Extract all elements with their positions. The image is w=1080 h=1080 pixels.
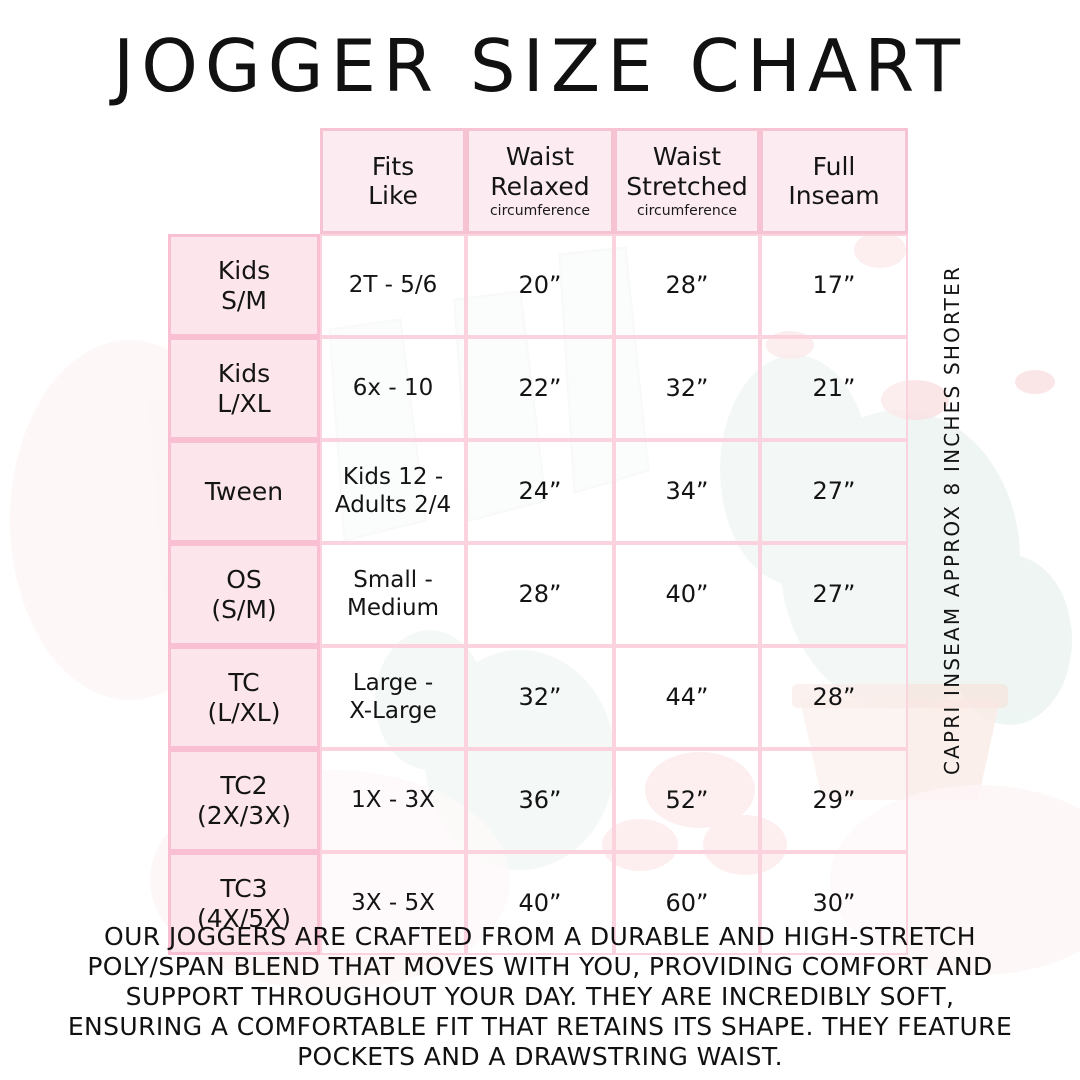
- cell-waist-relaxed: 36”: [466, 749, 614, 852]
- fits-line-1: Kids 12 -: [342, 463, 444, 490]
- size-line-1: Kids: [217, 358, 271, 388]
- description-line: ENSURING A COMFORTABLE FIT THAT RETAINS …: [67, 1012, 1013, 1041]
- cell-waist-stretched: 34”: [614, 440, 760, 543]
- cell-full-inseam: 27”: [760, 440, 908, 543]
- header-cell-spacer: [168, 128, 320, 234]
- fits-line-2: Adults 2/4: [334, 491, 452, 518]
- cell-full-inseam: 28”: [760, 646, 908, 749]
- capri-inseam-note: CAPRI INSEAM APPROX 8 INCHES SHORTER: [922, 230, 982, 810]
- header-line-1: Fits: [371, 151, 415, 181]
- header-line-2: Like: [368, 181, 418, 210]
- cell-size: Kids S/M: [168, 234, 320, 337]
- size-chart-table: Fits Like Waist Relaxed circumference Wa…: [168, 128, 908, 955]
- cell-full-inseam: 30”: [760, 852, 908, 955]
- cell-waist-stretched: 52”: [614, 749, 760, 852]
- cell-full-inseam: 29”: [760, 749, 908, 852]
- cell-full-inseam: 17”: [760, 234, 908, 337]
- cell-fits-like: Small - Medium: [320, 543, 466, 646]
- cell-waist-stretched: 28”: [614, 234, 760, 337]
- header-line-1: Full: [812, 151, 856, 181]
- cell-waist-relaxed: 40”: [466, 852, 614, 955]
- size-chart-table-wrap: Fits Like Waist Relaxed circumference Wa…: [168, 128, 908, 955]
- header-line-1: Waist: [505, 142, 575, 172]
- cell-waist-relaxed: 28”: [466, 543, 614, 646]
- table-row: TC (L/XL) Large - X-Large 32” 44” 28”: [168, 646, 908, 749]
- size-line-1: TC3: [220, 873, 268, 903]
- description-line: POCKETS AND A DRAWSTRING WAIST.: [297, 1042, 783, 1071]
- header-cell-waist-relaxed: Waist Relaxed circumference: [466, 128, 614, 234]
- fits-line-1: 6x - 10: [352, 374, 434, 401]
- size-line-2: (L/XL): [207, 697, 281, 727]
- description-line: SUPPORT THROUGHOUT YOUR DAY. THEY ARE IN…: [125, 982, 955, 1011]
- size-line-2: L/XL: [217, 388, 271, 418]
- header-line-2: Relaxed: [490, 171, 590, 201]
- header-line-2: Stretched: [626, 171, 748, 201]
- product-description: OUR JOGGERS ARE CRAFTED FROM A DURABLE A…: [0, 922, 1080, 1072]
- size-line-2: (2X/3X): [197, 800, 291, 830]
- table-row: Tween Kids 12 - Adults 2/4 24” 34” 27”: [168, 440, 908, 543]
- size-line-1: OS: [226, 564, 262, 594]
- fits-line-1: 1X - 3X: [351, 786, 435, 813]
- header-cell-fits-like: Fits Like: [320, 128, 466, 234]
- fits-line-1: 3X - 5X: [351, 889, 435, 916]
- cell-waist-stretched: 32”: [614, 337, 760, 440]
- size-line-2: (S/M): [211, 594, 277, 624]
- cell-size: TC3 (4X/5X): [168, 852, 320, 955]
- table-row: OS (S/M) Small - Medium 28” 40” 27”: [168, 543, 908, 646]
- fits-line-2: Medium: [347, 594, 439, 621]
- table-row: TC2 (2X/3X) 1X - 3X 36” 52” 29”: [168, 749, 908, 852]
- cell-full-inseam: 27”: [760, 543, 908, 646]
- size-line-1: TC2: [220, 770, 268, 800]
- cell-fits-like: Large - X-Large: [320, 646, 466, 749]
- fits-line-1: Large -: [352, 669, 434, 696]
- cell-fits-like: Kids 12 - Adults 2/4: [320, 440, 466, 543]
- table-body: Kids S/M 2T - 5/6 20” 28” 17” Kids L/XL: [168, 234, 908, 955]
- cell-waist-stretched: 44”: [614, 646, 760, 749]
- description-line: OUR JOGGERS ARE CRAFTED FROM A DURABLE A…: [104, 922, 976, 951]
- cell-size: Kids L/XL: [168, 337, 320, 440]
- size-line-2: (4X/5X): [197, 903, 291, 933]
- cell-size: OS (S/M): [168, 543, 320, 646]
- header-cell-full-inseam: Full Inseam: [760, 128, 908, 234]
- table-row: Kids S/M 2T - 5/6 20” 28” 17”: [168, 234, 908, 337]
- table-header-row: Fits Like Waist Relaxed circumference Wa…: [168, 128, 908, 234]
- fits-line-1: 2T - 5/6: [348, 271, 438, 298]
- cell-size: TC (L/XL): [168, 646, 320, 749]
- size-line-1: Kids: [217, 255, 271, 285]
- cell-fits-like: 6x - 10: [320, 337, 466, 440]
- fits-line-1: Small -: [353, 566, 433, 593]
- cell-waist-stretched: 40”: [614, 543, 760, 646]
- header-line-1: Waist: [652, 142, 722, 172]
- cell-waist-relaxed: 22”: [466, 337, 614, 440]
- size-line-1: TC: [228, 667, 260, 697]
- cell-waist-stretched: 60”: [614, 852, 760, 955]
- header-line-2: Inseam: [788, 181, 880, 210]
- cell-fits-like: 2T - 5/6: [320, 234, 466, 337]
- cell-size: Tween: [168, 440, 320, 543]
- cell-full-inseam: 21”: [760, 337, 908, 440]
- cell-fits-like: 1X - 3X: [320, 749, 466, 852]
- size-line-2: S/M: [221, 285, 267, 315]
- page-title: JOGGER SIZE CHART: [113, 24, 967, 108]
- fits-line-2: X-Large: [349, 697, 437, 724]
- header-cell-waist-stretched: Waist Stretched circumference: [614, 128, 760, 234]
- table-row: TC3 (4X/5X) 3X - 5X 40” 60” 30”: [168, 852, 908, 955]
- cell-waist-relaxed: 24”: [466, 440, 614, 543]
- table-row: Kids L/XL 6x - 10 22” 32” 21”: [168, 337, 908, 440]
- cell-waist-relaxed: 32”: [466, 646, 614, 749]
- capri-inseam-note-text: CAPRI INSEAM APPROX 8 INCHES SHORTER: [940, 264, 965, 776]
- size-line-1: Tween: [204, 476, 284, 506]
- cell-waist-relaxed: 20”: [466, 234, 614, 337]
- cell-fits-like: 3X - 5X: [320, 852, 466, 955]
- description-line: POLY/SPAN BLEND THAT MOVES WITH YOU, PRO…: [87, 952, 993, 981]
- cell-size: TC2 (2X/3X): [168, 749, 320, 852]
- header-subtext: circumference: [489, 203, 591, 220]
- header-subtext: circumference: [636, 203, 738, 220]
